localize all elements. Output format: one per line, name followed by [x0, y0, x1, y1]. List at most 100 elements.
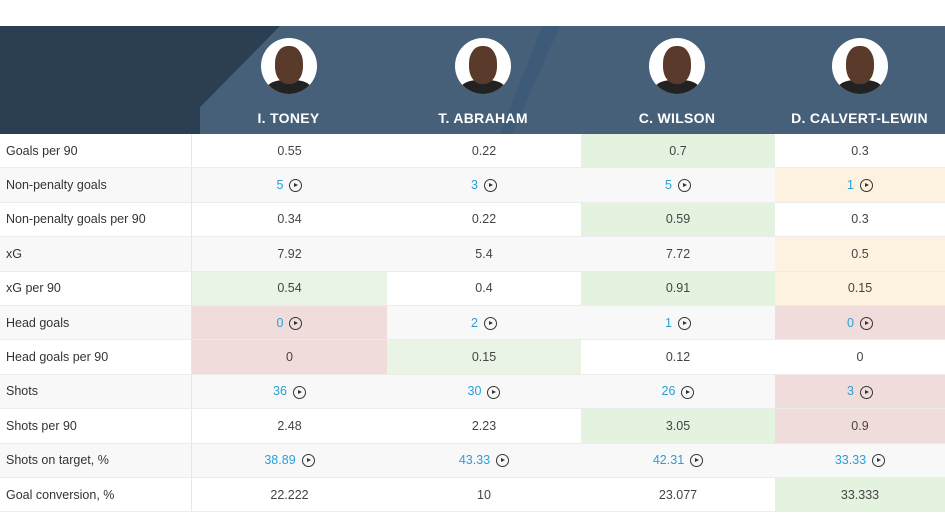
stat-value-link[interactable]: 1	[665, 315, 672, 330]
stat-cell: 10	[387, 477, 581, 513]
player-avatar[interactable]	[455, 38, 511, 94]
stat-label: Shots	[0, 374, 192, 410]
stat-value-link[interactable]: 5	[665, 177, 672, 192]
stat-cell: 33.33	[775, 443, 945, 478]
stat-value-link[interactable]: 0	[276, 315, 284, 330]
stat-value-link[interactable]: 3	[471, 177, 478, 192]
stat-cell: 0.4	[387, 271, 581, 306]
stat-cell: 0.54	[191, 271, 387, 306]
player-name[interactable]: D. CALVERT-LEWIN	[791, 110, 928, 126]
player-avatar[interactable]	[260, 38, 317, 94]
stat-cell: 42.31	[581, 443, 775, 478]
stat-cell: 0.55	[191, 134, 387, 169]
stat-label: Goal conversion, %	[0, 477, 192, 513]
play-video-icon[interactable]	[301, 454, 315, 468]
play-video-icon[interactable]	[872, 454, 886, 468]
player-name[interactable]: T. ABRAHAM	[438, 110, 528, 126]
player-column-header[interactable]: C. WILSON	[580, 26, 774, 134]
stat-label: Head goals	[0, 305, 192, 341]
stat-value-link[interactable]: 38.89	[264, 453, 296, 468]
table-row: Shots 36 30 26 3	[0, 374, 945, 410]
table-row: Head goals per 90 0 0.15 0.12 0	[0, 339, 945, 375]
player-name[interactable]: I. TONEY	[257, 110, 320, 126]
stat-value-link[interactable]: 0	[847, 315, 854, 330]
stat-value-link[interactable]: 30	[467, 384, 482, 399]
stat-value-link[interactable]: 42.31	[652, 453, 685, 468]
stat-cell: 1	[775, 167, 945, 203]
play-video-icon[interactable]	[677, 316, 691, 330]
stat-cell: 3	[387, 167, 581, 203]
table-row: Shots per 90 2.48 2.23 3.05 0.9	[0, 408, 945, 444]
table-row: Non-penalty goals per 90 0.34 0.22 0.59 0.3	[0, 202, 945, 238]
stat-cell: 22.222	[191, 477, 387, 513]
stat-cell: 36	[191, 374, 387, 410]
stat-cell: 2.23	[387, 408, 581, 444]
play-video-icon[interactable]	[483, 179, 497, 193]
stat-value-link[interactable]: 1	[847, 177, 854, 192]
player-avatar[interactable]	[831, 38, 888, 94]
player-name[interactable]: C. WILSON	[638, 110, 716, 126]
play-video-icon[interactable]	[483, 316, 497, 330]
comparison-header: I. TONEY T. ABRAHAM C. WILSON D. CALVERT-LE…	[0, 26, 945, 134]
table-row: xG 7.92 5.4 7.72 0.5	[0, 236, 945, 272]
stat-cell: 0.15	[775, 271, 945, 306]
stat-value-link[interactable]: 36	[273, 384, 287, 399]
stat-value-link[interactable]: 5	[276, 177, 284, 192]
stat-cell: 0.5	[775, 236, 945, 272]
stat-label: Shots on target, %	[0, 443, 192, 478]
stat-value-link[interactable]: 43.33	[458, 453, 491, 468]
play-video-icon[interactable]	[859, 316, 873, 330]
stat-cell: 3	[775, 374, 945, 410]
stat-cell: 2	[387, 305, 581, 341]
stat-cell: 5	[191, 167, 387, 203]
stat-cell: 0.15	[387, 339, 581, 375]
stat-cell: 1	[581, 305, 775, 341]
stat-value-link[interactable]: 2	[471, 315, 478, 330]
play-video-icon[interactable]	[487, 385, 501, 399]
stat-label: Goals per 90	[0, 134, 192, 169]
stat-cell: 0.59	[581, 202, 775, 238]
table-row: xG per 90 0.54 0.4 0.91 0.15	[0, 271, 945, 306]
table-row: Goals per 90 0.55 0.22 0.7 0.3	[0, 134, 945, 169]
stat-label: Non-penalty goals per 90	[0, 202, 192, 238]
play-video-icon[interactable]	[292, 385, 306, 399]
header-decoration	[0, 26, 200, 134]
stat-cell: 0.22	[387, 202, 581, 238]
play-video-icon[interactable]	[859, 179, 873, 193]
play-video-icon[interactable]	[289, 179, 303, 193]
stat-value-link[interactable]: 3	[847, 384, 854, 399]
table-row: Non-penalty goals 5 3 5 1	[0, 167, 945, 203]
player-avatar[interactable]	[649, 38, 705, 94]
stat-label: xG	[0, 236, 192, 272]
stat-cell: 0.7	[581, 134, 775, 169]
stat-cell: 43.33	[387, 443, 581, 478]
stat-cell: 0	[775, 339, 945, 375]
play-video-icon[interactable]	[690, 454, 704, 468]
table-row: Shots on target, % 38.89 43.33 42.31 33.33	[0, 443, 945, 478]
stat-label: xG per 90	[0, 271, 192, 306]
stats-table: Goals per 90 0.55 0.22 0.7 0.3 Non-penalty go…	[0, 134, 945, 513]
stat-cell: 33.333	[775, 477, 945, 513]
stat-cell: 26	[581, 374, 775, 410]
stat-cell: 0.9	[775, 408, 945, 444]
stat-cell: 5	[581, 167, 775, 203]
stat-cell: 0	[191, 305, 387, 341]
stat-cell: 3.05	[581, 408, 775, 444]
stat-value-link[interactable]: 26	[661, 384, 676, 399]
play-video-icon[interactable]	[681, 385, 695, 399]
stat-label: Shots per 90	[0, 408, 192, 444]
stat-cell: 0.3	[775, 202, 945, 238]
play-video-icon[interactable]	[677, 179, 691, 193]
stat-value-link[interactable]: 33.33	[834, 453, 867, 468]
player-column-header[interactable]: D. CALVERT-LEWIN	[774, 26, 945, 134]
stat-cell: 23.077	[581, 477, 775, 513]
stat-cell: 2.48	[191, 408, 387, 444]
stat-cell: 0	[775, 305, 945, 341]
play-video-icon[interactable]	[496, 454, 510, 468]
play-video-icon[interactable]	[859, 385, 873, 399]
stat-cell: 0.12	[581, 339, 775, 375]
player-column-header[interactable]: I. TONEY	[191, 26, 386, 134]
player-column-header[interactable]: T. ABRAHAM	[386, 26, 580, 134]
play-video-icon[interactable]	[289, 316, 303, 330]
stat-label: Non-penalty goals	[0, 167, 192, 203]
